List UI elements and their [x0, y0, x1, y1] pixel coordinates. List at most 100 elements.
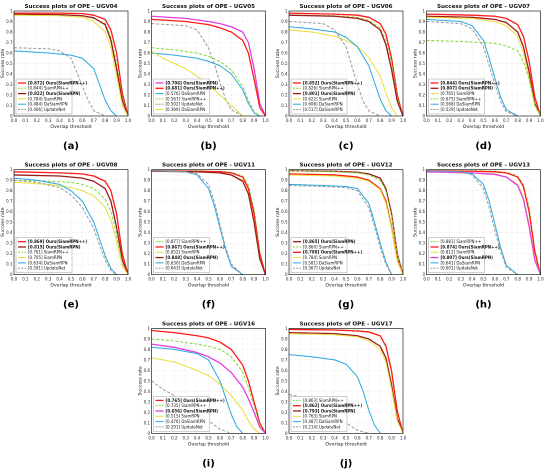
- x-tick-label: 0.8: [102, 277, 109, 282]
- x-axis-label: Overlap threshold: [50, 124, 91, 130]
- y-axis-label: Success rate: [138, 49, 144, 78]
- y-tick-label: 0.4: [281, 389, 288, 394]
- y-tick-label: 0.5: [419, 220, 426, 225]
- x-tick-label: 0.9: [388, 435, 395, 440]
- legend-entry: [0.869] Ours(SiamRPN++): [28, 239, 87, 244]
- legend-entry: [0.675] SiamRPN++: [441, 96, 482, 101]
- legend-entry: [0.529] UpdateNet: [441, 107, 479, 112]
- y-tick-label: 0.2: [281, 251, 288, 256]
- legend-entry: [0.807] Ours(SiamRPN): [441, 86, 494, 91]
- x-tick-label: 0.7: [366, 277, 373, 282]
- y-tick-label: 1: [147, 8, 150, 13]
- legend-entry: [0.860] SiamRPN++: [303, 244, 344, 249]
- y-tick-label: 0.5: [144, 220, 151, 225]
- chart-title: Success plots of OPE - UGV11: [162, 163, 255, 169]
- x-tick-label: 0.1: [435, 118, 442, 123]
- x-tick-label: 0.0: [423, 277, 430, 282]
- y-tick-label: 0.7: [419, 199, 426, 204]
- x-tick-label: 0.1: [22, 118, 29, 123]
- chart-title: Success plots of OPE - UGV08: [24, 163, 117, 169]
- x-tick-label: 0.7: [228, 118, 235, 123]
- legend-entry: [0.761] SiamRPN++: [28, 250, 69, 255]
- x-axis-label: Overlap threshold: [188, 441, 229, 447]
- y-tick-label: 0.1: [419, 103, 426, 108]
- chart-panel: Success plots of OPE - UGV08 0.0 0.1 0.2 0.3…: [0, 163, 132, 311]
- y-tick-label: 0.1: [144, 420, 151, 425]
- panel-label: (b): [200, 141, 216, 152]
- y-tick-label: 0.6: [281, 209, 288, 214]
- panel-label: (j): [340, 458, 353, 469]
- y-tick-label: 0.3: [144, 399, 151, 404]
- y-tick-label: 0.5: [144, 378, 151, 383]
- y-axis-label: Success rate: [0, 49, 6, 78]
- chart-panel: Success plots of OPE - UGV04 0.0 0.1 0.2 0.3…: [0, 4, 132, 152]
- series-line: [426, 170, 518, 276]
- x-tick-label: 0.4: [331, 435, 338, 440]
- y-tick-label: 0: [147, 272, 150, 277]
- x-tick-label: 0.3: [183, 277, 190, 282]
- y-tick-label: 0.6: [6, 50, 13, 55]
- y-tick-label: 1: [422, 8, 425, 13]
- y-tick-label: 0.9: [6, 19, 13, 24]
- x-tick-label: 0.5: [343, 118, 350, 123]
- plot-frame: [426, 169, 541, 275]
- y-tick-label: 0.2: [419, 251, 426, 256]
- y-tick-label: 1: [422, 167, 425, 172]
- x-tick-label: 0.2: [34, 118, 41, 123]
- y-tick-label: 0.6: [419, 50, 426, 55]
- y-tick-label: 0.4: [281, 230, 288, 235]
- series-line: [426, 21, 518, 117]
- x-tick-label: 0.5: [68, 277, 75, 282]
- legend-entry: [0.844] Ours(SiamRPN++): [441, 80, 500, 85]
- y-tick-label: 0.7: [6, 199, 13, 204]
- x-tick-label: 0.5: [480, 118, 487, 123]
- series-line: [288, 170, 404, 275]
- legend-entry: [0.630] DaSiamRPN: [166, 260, 206, 265]
- legend-entry: [0.567] SiamRPN++: [166, 96, 207, 101]
- x-tick-label: 0.6: [354, 435, 361, 440]
- x-tick-label: 0.9: [251, 435, 258, 440]
- y-tick-label: 0.2: [6, 92, 13, 97]
- y-tick-label: 0.2: [6, 251, 13, 256]
- x-tick-label: 0.2: [171, 277, 178, 282]
- y-tick-label: 0.8: [419, 188, 426, 193]
- legend-entry: [0.852] Ours(SiamRPN++): [303, 80, 362, 85]
- plot-frame: [288, 10, 404, 117]
- x-tick-label: 0.1: [160, 277, 167, 282]
- plot-frame: [151, 10, 266, 117]
- series-line: [151, 338, 266, 434]
- y-tick-label: 0.2: [144, 251, 151, 256]
- x-tick-label: 0.2: [34, 277, 41, 282]
- x-tick-label: 0.0: [148, 277, 155, 282]
- y-tick-label: 0.7: [144, 40, 151, 45]
- series-line: [151, 170, 267, 275]
- y-tick-label: 0.5: [281, 378, 288, 383]
- x-tick-label: 0.4: [194, 435, 201, 440]
- legend-entry: [0.502] UpdateNet: [166, 102, 204, 107]
- y-tick-label: 0.8: [144, 188, 151, 193]
- y-tick-label: 0.6: [6, 209, 13, 214]
- series-line: [288, 354, 381, 434]
- x-tick-label: 0.5: [205, 435, 212, 440]
- x-tick-label: 0.5: [205, 277, 212, 282]
- y-tick-label: 0.5: [144, 61, 151, 66]
- x-tick-label: 1.0: [262, 435, 269, 440]
- legend-box: [153, 237, 210, 273]
- y-tick-label: 0.9: [419, 19, 426, 24]
- x-tick-label: 0.4: [194, 118, 201, 123]
- x-tick-label: 0.6: [217, 118, 224, 123]
- series-line: [288, 14, 404, 117]
- x-tick-label: 0.3: [458, 118, 465, 123]
- x-tick-label: 0.3: [183, 435, 190, 440]
- x-tick-label: 0.0: [148, 118, 155, 123]
- y-tick-label: 0.5: [281, 220, 288, 225]
- legend-entry: [0.517] DaSiamRPN: [303, 107, 343, 112]
- x-axis-label: Overlap threshold: [463, 124, 504, 130]
- x-tick-label: 0.8: [240, 435, 247, 440]
- y-tick-label: 0.1: [281, 262, 288, 267]
- legend-entry: [0.807] Ours(SiamRPN): [441, 255, 494, 260]
- legend-box: [290, 78, 348, 115]
- x-tick-label: 0.7: [91, 118, 98, 123]
- x-tick-label: 1.0: [262, 118, 269, 123]
- y-tick-label: 0: [285, 113, 288, 118]
